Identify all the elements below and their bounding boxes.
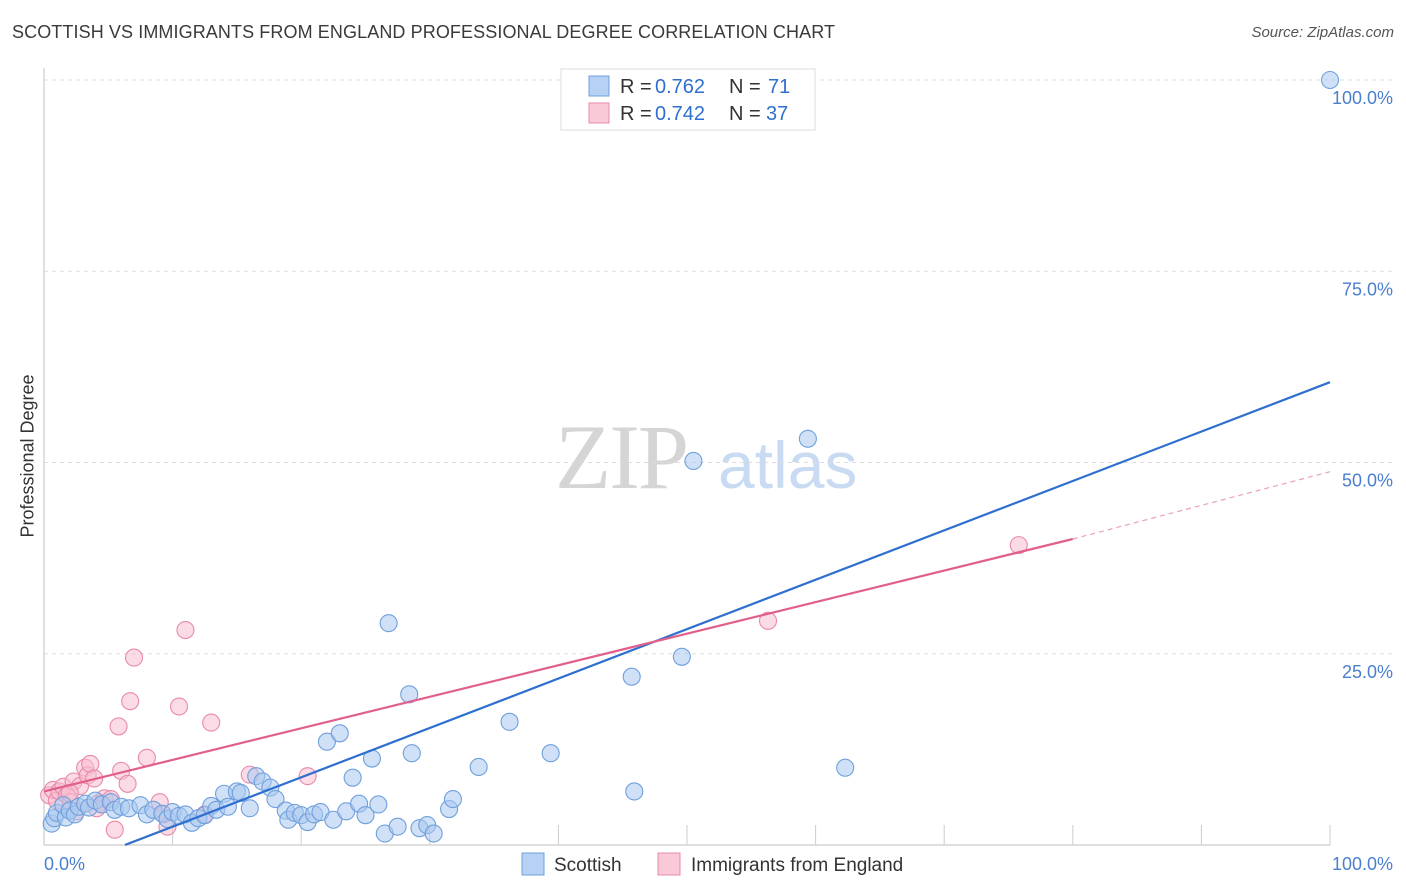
legend-swatch-scottish [588,75,610,97]
x-ticks [172,825,1331,845]
data-point [202,713,221,732]
y-tick-labels: 100.0% 75.0% 50.0% 25.0% [1332,88,1393,682]
x-tick-label: 100.0% [1332,854,1393,874]
data-point [469,757,488,777]
trend-line-extension [1072,471,1331,540]
data-point [324,810,343,829]
legend-n-label-scottish: N = [729,76,761,98]
data-point [625,782,644,801]
data-point [240,799,259,818]
data-point [684,451,703,471]
bottom-legend-swatch-immigrants [657,852,681,876]
watermark-zip: ZIP [555,406,687,508]
x-tick-labels: 0.0% 100.0% [44,854,1393,874]
bottom-legend: Scottish Immigrants from England [521,852,903,876]
data-point [218,797,237,816]
bottom-legend-swatch-scottish [521,852,545,876]
data-point [402,744,421,763]
data-point [169,697,189,716]
y-tick-label: 75.0% [1342,279,1393,299]
data-point [317,732,336,751]
data-point [343,768,362,787]
data-point [424,824,443,843]
data-point [266,790,285,809]
trend-line [43,537,1074,793]
legend-n-value-scottish: 71 [768,76,790,98]
legend-r-label-scottish: R = [620,76,652,98]
legend-box: R = 0.762 N = 71 R = 0.742 N = 37 [560,68,816,131]
data-point [1009,536,1028,555]
watermark-atlas: atlas [718,428,857,502]
legend-r-label-immigrants: R = [620,103,652,125]
data-point [500,712,519,731]
data-point [369,795,388,814]
data-point [121,692,140,711]
trend-line [124,381,1331,847]
legend-r-value-scottish: 0.762 [655,76,705,98]
data-point [388,817,407,836]
data-point [124,648,144,667]
chart-source: Source: ZipAtlas.com [1251,24,1394,41]
data-point [758,611,778,630]
data-point [1320,70,1340,90]
data-point [798,429,817,448]
trend-lines [43,381,1331,847]
legend-r-value-immigrants: 0.742 [655,103,705,125]
y-tick-label: 100.0% [1332,88,1393,108]
data-point [622,667,641,686]
data-point [118,774,137,793]
y-tick-label: 25.0% [1342,662,1393,682]
series-scottish [42,70,1340,843]
watermark: ZIP atlas [555,406,857,508]
data-point [176,620,195,640]
data-point [836,758,855,777]
data-point [541,744,560,763]
bottom-legend-label-scottish: Scottish [554,855,622,876]
legend-swatch-immigrants [588,102,610,124]
data-point [109,717,128,736]
legend-n-value-immigrants: 37 [766,103,788,125]
data-point [443,790,462,809]
data-point [298,767,317,786]
data-point [330,724,349,743]
x-tick-label: 0.0% [44,854,85,874]
legend-n-label-immigrants: N = [729,103,761,125]
data-point [105,820,124,839]
gridlines [44,79,1392,655]
data-point [356,806,375,825]
bottom-legend-label-immigrants: Immigrants from England [691,855,903,876]
y-tick-label: 50.0% [1342,471,1393,491]
data-point [672,647,691,666]
data-point [379,614,398,633]
chart-title: SCOTTISH VS IMMIGRANTS FROM ENGLAND PROF… [12,22,836,42]
